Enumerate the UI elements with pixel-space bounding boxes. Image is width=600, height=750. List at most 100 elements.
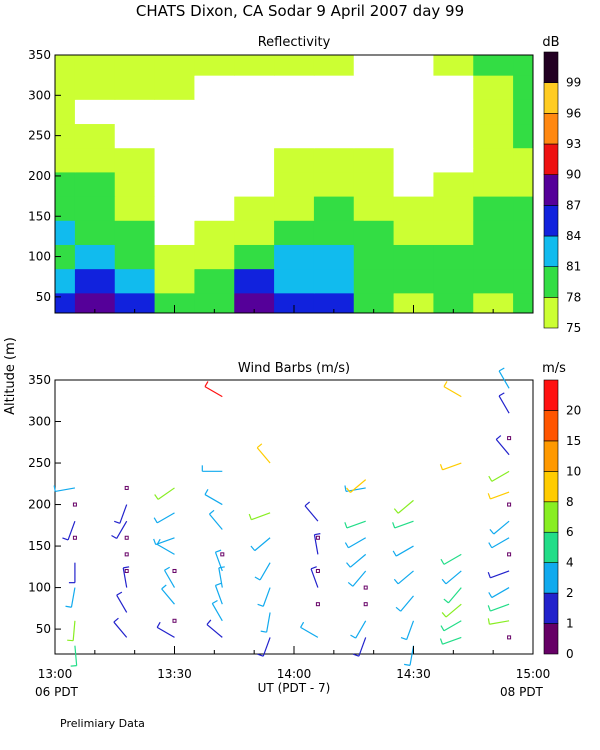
wind-barb-flag bbox=[206, 619, 212, 625]
reflectivity-colorbar-swatch bbox=[543, 266, 559, 298]
reflectivity-cell bbox=[234, 292, 275, 314]
reflectivity-colorbar-label: 90 bbox=[566, 168, 581, 182]
wind-barb-flag bbox=[256, 443, 263, 449]
calm-marker bbox=[363, 602, 368, 607]
reflectivity-cell bbox=[154, 244, 195, 270]
reflectivity-colorbar-swatch bbox=[543, 113, 559, 145]
wind-barb-staff bbox=[493, 520, 510, 535]
reflectivity-cell bbox=[74, 268, 116, 294]
wind-barb-staff bbox=[55, 487, 76, 493]
wind-barb-staff bbox=[251, 512, 271, 521]
wind-barb-flag bbox=[400, 636, 407, 641]
reflectivity-cell bbox=[194, 292, 235, 314]
reflectivity-cell bbox=[274, 99, 315, 125]
wind-barb-title: Wind Barbs (m/s) bbox=[238, 361, 350, 376]
reflectivity-cell bbox=[74, 147, 116, 173]
wind-barb-staff bbox=[259, 562, 271, 581]
reflectivity-cell bbox=[274, 220, 315, 245]
reflectivity-cell bbox=[55, 55, 76, 76]
wind-barb-staff bbox=[72, 620, 76, 641]
wind-barb-staff bbox=[352, 570, 367, 587]
wind-barb-flag bbox=[65, 605, 72, 608]
reflectivity-cell bbox=[74, 220, 116, 245]
reflectivity-cell bbox=[393, 196, 434, 221]
wind-barb-staff bbox=[498, 370, 510, 389]
reflectivity-cell bbox=[433, 220, 474, 245]
reflectivity-cell bbox=[473, 55, 514, 76]
reflectivity-cell bbox=[473, 220, 514, 245]
reflectivity-cell bbox=[473, 99, 514, 125]
wind-y-axis: 50 100 150 200 250 300 350 bbox=[28, 373, 61, 636]
reflectivity-cell bbox=[194, 75, 235, 100]
wind-barb-flag bbox=[154, 494, 159, 500]
wind-barbs bbox=[53, 367, 512, 667]
reflectivity-cell bbox=[55, 244, 76, 270]
reflectivity-cell bbox=[313, 220, 355, 245]
local-time-end: 08 PDT bbox=[500, 685, 544, 699]
reflectivity-cell bbox=[194, 99, 235, 125]
wind-barb-staff bbox=[214, 585, 223, 605]
reflectivity-cell bbox=[74, 196, 116, 221]
wind-barb-flag bbox=[395, 606, 402, 612]
wind-barb-flag bbox=[439, 464, 444, 471]
wind-barb-staff bbox=[491, 587, 510, 599]
reflectivity-cell bbox=[154, 220, 195, 245]
wind-barb-staff bbox=[206, 624, 223, 638]
wind-colorbar-label: 2 bbox=[566, 586, 574, 600]
wind-barb-flag bbox=[248, 513, 252, 520]
wind-barb-panel: Wind Barbs (m/s) m/s 5010015020025030035… bbox=[28, 361, 581, 681]
wind-barb-staff bbox=[400, 595, 414, 612]
reflectivity-cell bbox=[473, 244, 514, 270]
reflectivity-cell bbox=[114, 123, 156, 149]
reflectivity-cell bbox=[473, 196, 514, 221]
wind-colorbar-label: 15 bbox=[566, 434, 581, 448]
wind-barb-flag bbox=[116, 591, 123, 596]
wind-colorbar-swatch bbox=[543, 410, 559, 442]
wind-barb-staff bbox=[70, 587, 76, 608]
wind-barb-staff bbox=[313, 534, 319, 555]
reflectivity-cell bbox=[74, 244, 116, 270]
wind-barb-flag bbox=[350, 634, 357, 639]
reflectivity-cell bbox=[433, 268, 474, 294]
wind-barb-flag bbox=[487, 618, 490, 625]
wind-y-tick-label: 200 bbox=[28, 498, 51, 512]
wind-barb-flag bbox=[310, 566, 317, 570]
reflectivity-cell bbox=[55, 196, 76, 221]
reflectivity-cell bbox=[154, 75, 195, 100]
reflectivity-cell bbox=[473, 75, 514, 100]
calm-marker bbox=[507, 635, 512, 640]
wind-barb-staff bbox=[443, 386, 462, 398]
reflectivity-cell bbox=[274, 268, 315, 294]
reflectivity-cell bbox=[114, 292, 156, 314]
wind-barb-flag bbox=[114, 520, 121, 524]
reflectivity-cell bbox=[473, 171, 514, 197]
wind-y-tick-label: 100 bbox=[28, 581, 51, 595]
reflectivity-cell bbox=[194, 268, 235, 294]
wind-barb-staff bbox=[155, 537, 175, 546]
wind-barb-staff bbox=[346, 520, 366, 529]
wind-barb-flag bbox=[488, 475, 493, 482]
reflectivity-cell bbox=[513, 123, 534, 149]
wind-barb-staff bbox=[204, 386, 223, 398]
reflectivity-cell bbox=[353, 244, 395, 270]
reflectivity-cell bbox=[433, 55, 474, 76]
reflectivity-colorbar-unit: dB bbox=[542, 35, 559, 50]
reflectivity-colorbar-label: 96 bbox=[566, 106, 581, 120]
reflectivity-cell bbox=[353, 147, 395, 173]
wind-barb-flag bbox=[257, 653, 264, 657]
calm-marker bbox=[72, 502, 77, 507]
x-tick-label: 13:30 bbox=[157, 667, 192, 681]
reflectivity-colorbar-swatch bbox=[543, 143, 559, 175]
calm-marker bbox=[507, 552, 512, 557]
reflectivity-cell bbox=[393, 75, 434, 100]
altitude-axis-label: Altitude (m) bbox=[3, 337, 18, 415]
wind-barb-flag bbox=[250, 545, 256, 551]
reflectivity-cell bbox=[473, 123, 514, 149]
wind-barb-flag bbox=[440, 558, 445, 565]
wind-barb-staff bbox=[490, 491, 510, 500]
wind-barb-flag bbox=[344, 522, 348, 529]
reflectivity-cell bbox=[55, 292, 76, 314]
wind-barb-flag bbox=[347, 581, 354, 587]
reflectivity-cell bbox=[234, 196, 275, 221]
reflectivity-cell bbox=[114, 55, 156, 76]
